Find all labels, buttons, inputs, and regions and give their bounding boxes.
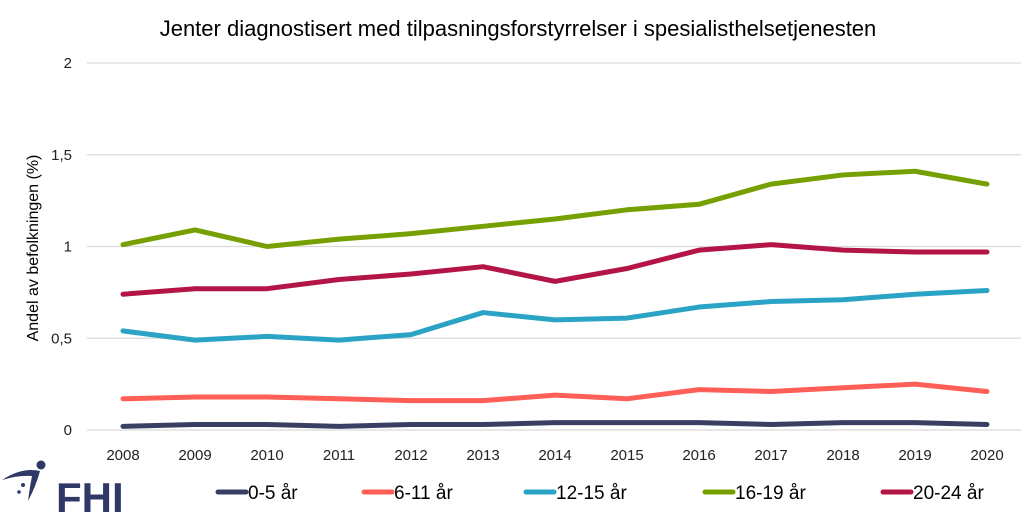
legend: 0-5 år 6-11 år 12-15 år 16-19 år 20-24 år [215,483,984,504]
x-tick-label: 2010 [250,447,283,464]
series-line-16-19-r [120,168,990,249]
x-tick-label: 2019 [898,447,931,464]
legend-label: 12-15 år [556,483,627,504]
series-line-0-5-r [120,420,990,429]
series-line-12-15-r [120,288,990,343]
y-tick-label: 1,5 [51,147,72,164]
x-tick-label: 2009 [178,447,211,464]
fhi-logo: FHI [2,460,124,519]
x-tick-label: 2011 [323,447,355,464]
legend-item: 16-19 år [702,483,806,504]
legend-item: 0-5 år [215,483,298,504]
x-tick-label: 2018 [826,447,859,464]
gridlines [87,62,1021,431]
y-tick-label: 1 [64,239,72,256]
x-tick-label: 2016 [682,447,715,464]
x-tick-label: 2008 [106,447,139,464]
series-lines [120,168,990,429]
x-tick-label: 2020 [970,447,1003,464]
y-tick-label: 0,5 [51,330,72,347]
x-tick-label: 2012 [394,447,427,464]
fhi-logo-icon [2,460,46,501]
y-axis-ticks: 0 0,5 1 1,5 2 [51,55,72,439]
x-tick-label: 2015 [610,447,643,464]
x-axis-ticks: 2008 2009 2010 2011 2012 2013 2014 2015 2016 2017… [106,447,1003,464]
y-tick-label: 0 [64,422,72,439]
chart-title: Jenter diagnostisert med tilpasningsfors… [160,16,877,41]
legend-label: 16-19 år [735,483,806,504]
legend-item: 6-11 år [361,483,453,504]
y-axis-label: Andel av befolkningen (%) [25,155,42,342]
x-tick-label: 2014 [538,447,571,464]
x-tick-label: 2017 [754,447,787,464]
legend-item: 12-15 år [523,483,627,504]
series-line-20-24-r [120,242,990,297]
y-tick-label: 2 [64,55,72,72]
fhi-logo-text: FHI [56,474,124,519]
legend-label: 20-24 år [913,483,984,504]
legend-label: 0-5 år [248,483,298,504]
x-tick-label: 2013 [466,447,499,464]
legend-item: 20-24 år [880,483,984,504]
series-line-6-11-r [120,381,990,404]
legend-label: 6-11 år [394,483,453,504]
